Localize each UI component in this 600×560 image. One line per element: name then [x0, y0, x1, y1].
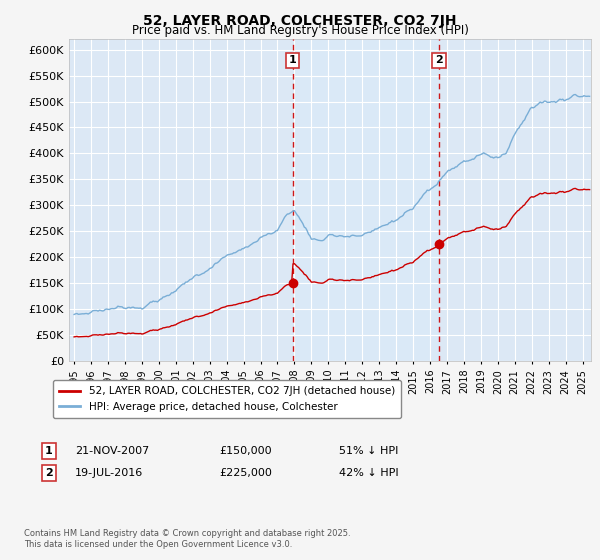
- Bar: [293, 39, 439, 361]
- Text: 21-NOV-2007: 21-NOV-2007: [75, 446, 149, 456]
- Text: 51% ↓ HPI: 51% ↓ HPI: [339, 446, 398, 456]
- Text: 2: 2: [45, 468, 53, 478]
- Text: Contains HM Land Registry data © Crown copyright and database right 2025.
This d: Contains HM Land Registry data © Crown c…: [24, 529, 350, 549]
- Text: £150,000: £150,000: [219, 446, 272, 456]
- Text: 2: 2: [435, 55, 443, 66]
- Text: Price paid vs. HM Land Registry's House Price Index (HPI): Price paid vs. HM Land Registry's House …: [131, 24, 469, 37]
- Text: 52, LAYER ROAD, COLCHESTER, CO2 7JH: 52, LAYER ROAD, COLCHESTER, CO2 7JH: [143, 14, 457, 28]
- Text: 1: 1: [289, 55, 296, 66]
- Text: 1: 1: [45, 446, 53, 456]
- Text: 19-JUL-2016: 19-JUL-2016: [75, 468, 143, 478]
- Text: 42% ↓ HPI: 42% ↓ HPI: [339, 468, 398, 478]
- Legend: 52, LAYER ROAD, COLCHESTER, CO2 7JH (detached house), HPI: Average price, detach: 52, LAYER ROAD, COLCHESTER, CO2 7JH (det…: [53, 380, 401, 418]
- Text: £225,000: £225,000: [219, 468, 272, 478]
